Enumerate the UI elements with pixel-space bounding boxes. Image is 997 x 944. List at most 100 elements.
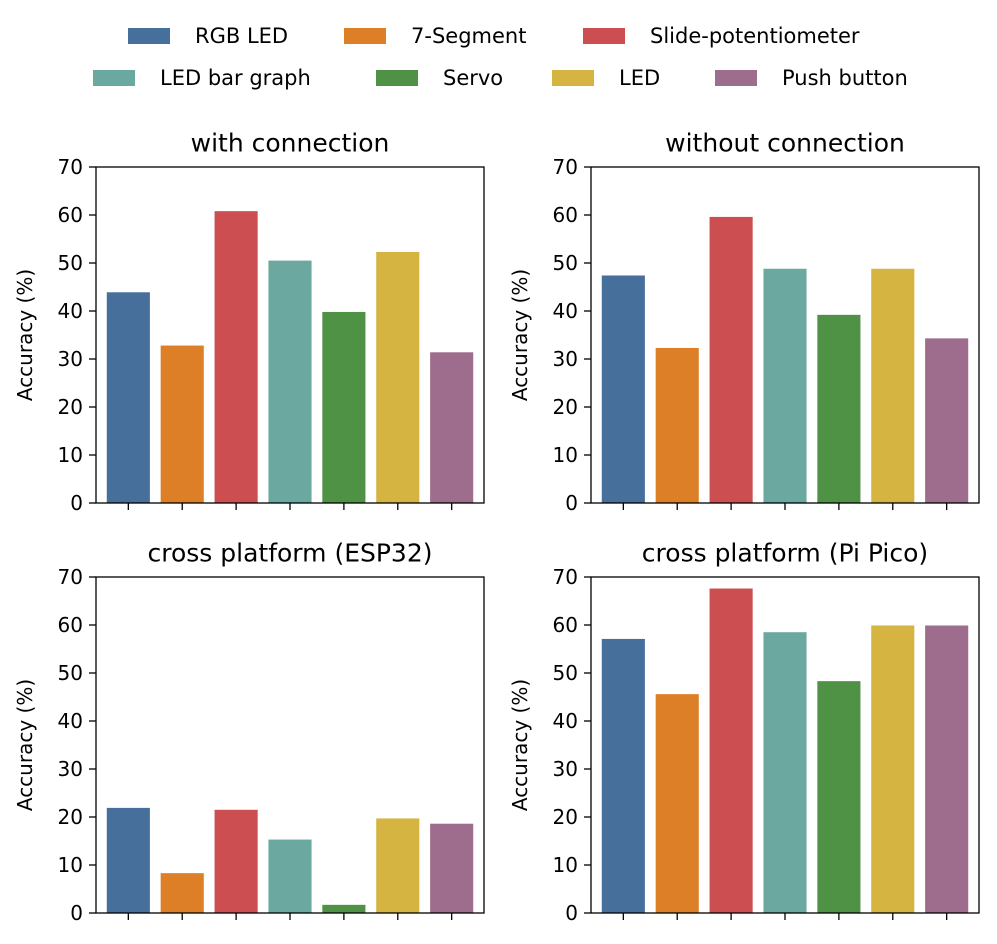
chart-panel: cross platform (ESP32) Accuracy (%) 0 10 20 3… — [13, 539, 485, 925]
legend-item: Push button — [715, 66, 908, 90]
y-tick-label: 10 — [553, 853, 578, 877]
chart-title: without connection — [665, 129, 905, 158]
y-tick-label: 70 — [58, 565, 83, 589]
legend-label: Slide-potentiometer — [650, 24, 860, 48]
bar — [601, 638, 645, 913]
bar — [871, 268, 915, 503]
legend-swatch — [715, 70, 757, 86]
y-tick-label: 70 — [58, 155, 83, 179]
legend-label: Servo — [443, 66, 503, 90]
legend: RGB LED 7-Segment Slide-potentiometer LED b… — [93, 24, 908, 90]
y-tick-label: 70 — [553, 155, 578, 179]
chart-panel: without connection Accuracy (%) 0 10 20 30 40 5… — [508, 129, 980, 515]
bar — [925, 338, 969, 503]
bar — [160, 873, 204, 913]
chart-panels: with connection Accuracy (%) 0 10 20 30 40 50 60… — [13, 129, 980, 925]
bar — [817, 681, 861, 913]
y-tick-label: 30 — [58, 347, 83, 371]
bar — [430, 823, 474, 913]
y-tick-label: 40 — [553, 709, 578, 733]
y-tick-label: 10 — [58, 853, 83, 877]
legend-label: LED bar graph — [160, 66, 311, 90]
legend-label: LED — [619, 66, 660, 90]
legend-swatch — [93, 70, 135, 86]
chart-title: with connection — [191, 129, 390, 158]
y-tick-label: 20 — [553, 805, 578, 829]
bar — [655, 347, 699, 503]
y-tick-label: 0 — [565, 901, 578, 925]
bar — [709, 216, 753, 504]
y-tick-label: 50 — [58, 251, 83, 275]
y-tick-label: 50 — [58, 661, 83, 685]
legend-swatch — [128, 28, 170, 44]
y-tick-label: 0 — [565, 491, 578, 515]
bar — [214, 211, 258, 503]
y-tick-label: 50 — [553, 661, 578, 685]
y-tick-label: 40 — [58, 299, 83, 323]
bar — [268, 260, 312, 503]
bar — [106, 292, 150, 503]
bar — [871, 625, 915, 913]
legend-swatch — [344, 28, 386, 44]
y-tick-label: 10 — [58, 443, 83, 467]
y-tick-label: 30 — [553, 757, 578, 781]
y-tick-label: 50 — [553, 251, 578, 275]
y-tick-label: 0 — [70, 491, 83, 515]
legend-item: 7-Segment — [344, 24, 526, 48]
legend-item: LED — [552, 66, 660, 90]
bar — [268, 839, 312, 913]
legend-item: Servo — [376, 66, 503, 90]
legend-label: RGB LED — [195, 24, 288, 48]
legend-swatch — [376, 70, 418, 86]
bar — [601, 275, 645, 503]
y-axis-label: Accuracy (%) — [508, 269, 532, 401]
bar — [376, 818, 420, 913]
bar — [106, 807, 150, 913]
bar — [817, 314, 861, 503]
y-tick-label: 40 — [58, 709, 83, 733]
y-tick-label: 30 — [58, 757, 83, 781]
axes-frame — [95, 576, 485, 914]
y-tick-label: 30 — [553, 347, 578, 371]
legend-item: LED bar graph — [93, 66, 311, 90]
y-tick-label: 20 — [58, 395, 83, 419]
bar — [322, 904, 366, 913]
axes-frame — [590, 576, 980, 914]
legend-label: Push button — [782, 66, 908, 90]
y-tick-label: 60 — [58, 613, 83, 637]
y-axis-label: Accuracy (%) — [13, 269, 37, 401]
y-tick-label: 70 — [553, 565, 578, 589]
bar — [214, 809, 258, 913]
y-axis-label: Accuracy (%) — [508, 679, 532, 811]
legend-item: RGB LED — [128, 24, 288, 48]
bar — [160, 345, 204, 503]
bar — [376, 251, 420, 503]
bar — [709, 588, 753, 913]
legend-item: Slide-potentiometer — [583, 24, 860, 48]
axes-frame — [95, 166, 485, 504]
legend-swatch — [552, 70, 594, 86]
bar — [655, 694, 699, 913]
chart-title: cross platform (ESP32) — [148, 539, 433, 568]
chart-panel: with connection Accuracy (%) 0 10 20 30 40 50 60… — [13, 129, 485, 515]
legend-swatch — [583, 28, 625, 44]
y-tick-label: 0 — [70, 901, 83, 925]
bar — [925, 625, 969, 913]
legend-label: 7-Segment — [411, 24, 526, 48]
axes-frame — [590, 166, 980, 504]
bar — [763, 632, 807, 913]
y-tick-label: 60 — [58, 203, 83, 227]
y-tick-label: 20 — [553, 395, 578, 419]
y-axis-label: Accuracy (%) — [13, 679, 37, 811]
y-tick-label: 60 — [553, 613, 578, 637]
bar — [322, 311, 366, 503]
y-tick-label: 10 — [553, 443, 578, 467]
bar — [763, 268, 807, 503]
chart-panel: cross platform (Pi Pico) Accuracy (%) 0 10 2… — [508, 539, 980, 925]
chart-title: cross platform (Pi Pico) — [642, 539, 928, 568]
y-tick-label: 20 — [58, 805, 83, 829]
bar — [430, 352, 474, 503]
y-tick-label: 60 — [553, 203, 578, 227]
y-tick-label: 40 — [553, 299, 578, 323]
